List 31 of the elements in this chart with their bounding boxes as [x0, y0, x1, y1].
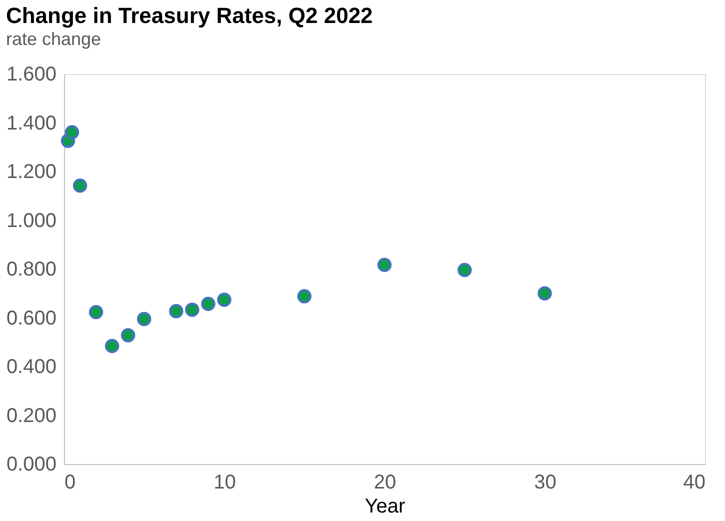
y-tick-label: 0.800 [6, 258, 56, 280]
point [201, 296, 216, 311]
y-tick-label: 0.600 [6, 307, 56, 330]
point [169, 304, 184, 318]
point [217, 292, 232, 307]
point [297, 289, 312, 304]
point [88, 305, 104, 320]
x-tick-label: 10 [214, 472, 236, 494]
x-tick-label: 20 [374, 472, 396, 494]
point [104, 338, 120, 354]
y-tick-label: 1.200 [6, 161, 56, 183]
point [458, 262, 472, 278]
y-tick-label: 1.400 [6, 112, 56, 134]
point [137, 312, 152, 326]
chart-title: Change in Treasury Rates, Q2 2022 [6, 3, 373, 28]
y-tick-label: 0.400 [6, 356, 56, 378]
point [538, 286, 552, 300]
y-tick-label: 1.600 [6, 64, 56, 86]
point [64, 125, 80, 140]
x-axis-title: Year [364, 496, 406, 518]
point [120, 328, 136, 342]
x-tick-label: 0 [64, 472, 76, 494]
point [185, 302, 200, 317]
y-tick-label: 0.000 [6, 454, 56, 476]
point [72, 178, 88, 193]
point [377, 258, 392, 272]
x-tick-label: 30 [534, 472, 556, 494]
y-tick-label: 0.200 [6, 404, 56, 427]
y-axis-title: rate change [6, 29, 102, 49]
y-tick-label: 1.000 [6, 210, 56, 232]
x-tick-label: 40 [683, 472, 706, 494]
